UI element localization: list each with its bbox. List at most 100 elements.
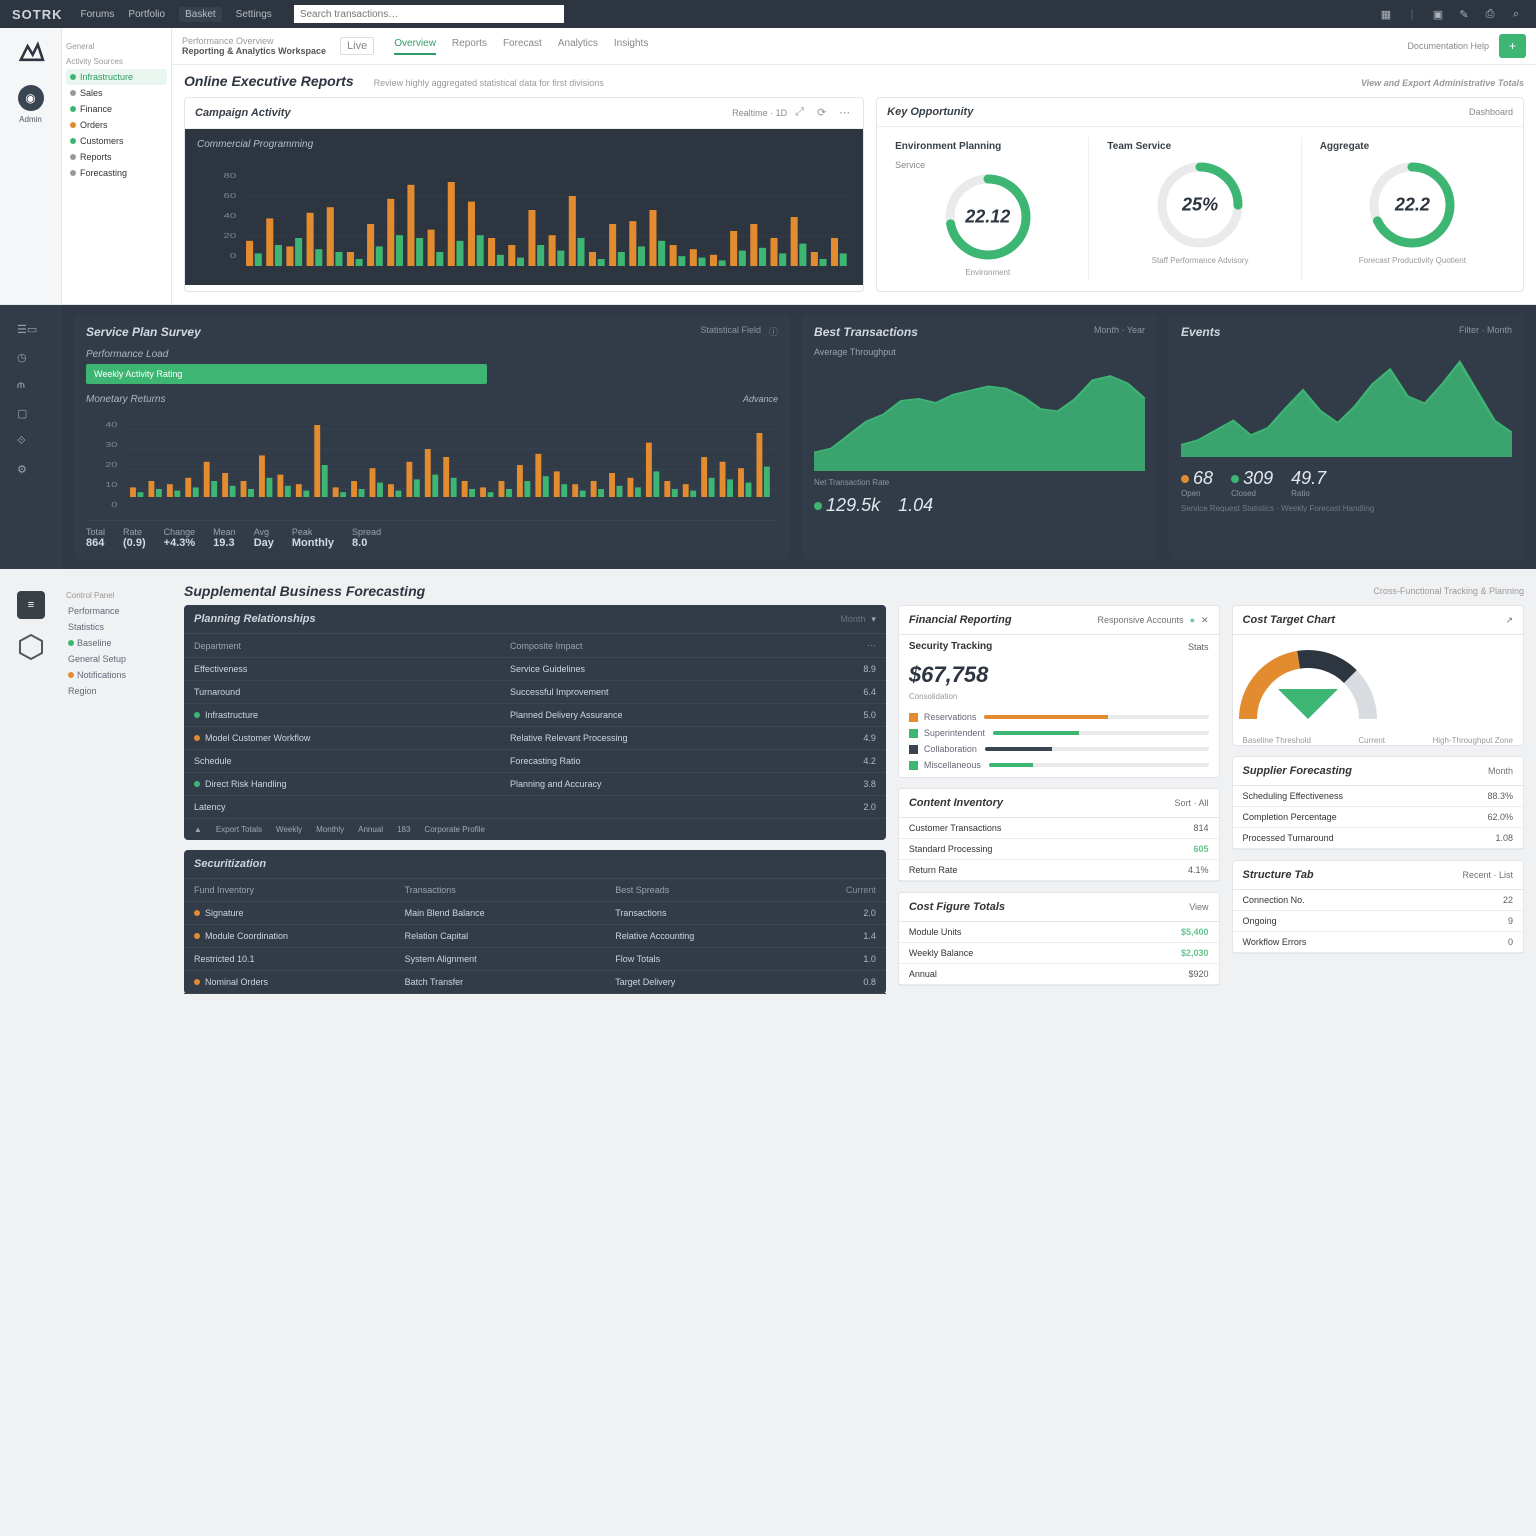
stat-item: PeakMonthly (292, 527, 334, 549)
table-row[interactable]: Latency2.0 (184, 796, 886, 819)
topbar-pill-basket[interactable]: Basket (179, 7, 222, 22)
sec3-sb-item[interactable]: Region (66, 683, 168, 699)
transactions-subtitle: Average Throughput (814, 347, 1145, 357)
ring-col: Aggregate 22.2 Forecast Productivity Quo… (1312, 137, 1513, 281)
folder-icon[interactable]: ▢ (17, 407, 45, 427)
fin-right[interactable]: Responsive Accounts (1098, 615, 1184, 625)
monetary-returns-right[interactable]: Advance (743, 394, 778, 405)
apps-icon[interactable]: ▣ (1430, 6, 1446, 22)
kpi-item: 49.7Ratio (1291, 468, 1326, 498)
service-plan-card: Service Plan Survey Statistical Field ⓘ Pe… (74, 315, 790, 559)
add-button[interactable]: + (1499, 34, 1526, 58)
more-icon[interactable]: ⋯ (839, 106, 853, 120)
fin-note: Consolidation (899, 692, 1219, 705)
table-row[interactable]: Module CoordinationRelation CapitalRelat… (184, 925, 886, 948)
legend-item: Superintendent (909, 725, 1209, 741)
events-title: Events (1181, 325, 1220, 339)
chart-icon[interactable]: ⫙ (17, 379, 45, 399)
table-row[interactable]: Model Customer WorkflowRelative Relevant… (184, 727, 886, 750)
table-row[interactable]: EffectivenessService Guidelines8.9 (184, 658, 886, 681)
sidebar-item-customers[interactable]: Customers (66, 133, 167, 149)
kpi-label: Net Transaction Rate (814, 478, 1145, 487)
dropdown-icon[interactable]: ▾ (871, 614, 876, 625)
gear-icon[interactable]: ⚙ (17, 463, 45, 483)
sec-colh-4: Current (826, 885, 876, 895)
sidebar-item-forecasting[interactable]: Forecasting (66, 165, 167, 181)
service-plan-sub: Performance Load (86, 349, 778, 360)
search-icon[interactable]: ⌕ (1508, 6, 1524, 22)
tab-analytics[interactable]: Analytics (558, 38, 598, 55)
service-plan-right[interactable]: Statistical Field (701, 325, 762, 339)
tab-reports[interactable]: Reports (452, 38, 487, 55)
close-icon[interactable]: ✕ (1201, 615, 1209, 626)
header-help-link[interactable]: Documentation Help (1407, 41, 1489, 51)
refresh-icon[interactable]: ⟳ (817, 106, 831, 120)
grid-icon[interactable]: ▦ (1378, 6, 1394, 22)
sec3-sb-item[interactable]: Notifications (66, 667, 168, 683)
table-row[interactable]: ScheduleForecasting Ratio4.2 (184, 750, 886, 773)
sec3-sb-item[interactable]: Statistics (66, 619, 168, 635)
inv-right[interactable]: Sort · All (1175, 798, 1209, 808)
print-icon[interactable]: ⎙ (1482, 6, 1498, 22)
struct-right[interactable]: Recent · List (1462, 870, 1513, 880)
events-right[interactable]: Filter · Month (1459, 325, 1512, 339)
transactions-right[interactable]: Month · Year (1094, 325, 1145, 339)
service-plan-title: Service Plan Survey (86, 325, 201, 339)
legend-item: Reservations (909, 709, 1209, 725)
edit-icon[interactable]: ✎ (1456, 6, 1472, 22)
sup-right[interactable]: Month (1488, 766, 1513, 776)
content-inventory-card: Content InventorySort · All Customer Tra… (898, 788, 1220, 882)
svg-text:20: 20 (224, 232, 237, 240)
table-row[interactable]: Direct Risk HandlingPlanning and Accurac… (184, 773, 886, 796)
table-row[interactable]: Restricted 10.1System AlignmentFlow Tota… (184, 948, 886, 971)
sec3-title-right: Cross-Functional Tracking & Planning (1373, 586, 1524, 596)
user-icon[interactable]: ● (1190, 615, 1195, 625)
sidebar-item-orders[interactable]: Orders (66, 117, 167, 133)
topbar-pill-settings[interactable]: Settings (236, 9, 272, 20)
more-icon[interactable]: ⋯ (826, 640, 876, 651)
planning-chip[interactable]: Month (840, 614, 865, 624)
svg-text:20: 20 (105, 461, 117, 469)
user-avatar[interactable]: ◉ (18, 85, 44, 111)
sidebar-item-infrastructure[interactable]: Infrastructure (66, 69, 167, 85)
ring-col: Environment PlanningService 22.12 Enviro… (887, 137, 1089, 281)
tab-insights[interactable]: Insights (614, 38, 648, 55)
topbar-link-portfolio[interactable]: Portfolio (128, 9, 165, 20)
menu-icon[interactable]: ≡ (17, 591, 45, 619)
sidebar-item-finance[interactable]: Finance (66, 101, 167, 117)
clock-icon[interactable]: ◷ (17, 351, 45, 371)
planning-colh-2: Composite Impact (510, 641, 826, 651)
info-icon[interactable]: ⓘ (769, 325, 778, 339)
tab-overview[interactable]: Overview (394, 38, 436, 55)
inv-title: Content Inventory (909, 797, 1003, 809)
tab-forecast[interactable]: Forecast (503, 38, 542, 55)
sec3-sb-item[interactable]: Baseline (66, 635, 168, 651)
rings-right[interactable]: Dashboard (1469, 107, 1513, 117)
table-row[interactable]: TurnaroundSuccessful Improvement6.4 (184, 681, 886, 704)
topbar-link-forums[interactable]: Forums (81, 9, 115, 20)
table-row[interactable]: InfrastructurePlanned Delivery Assurance… (184, 704, 886, 727)
sidebar-item-sales[interactable]: Sales (66, 85, 167, 101)
planning-colh-1: Department (194, 641, 510, 651)
table-row[interactable]: Nominal OrdersBatch TransferTarget Deliv… (184, 971, 886, 994)
campaign-chart-chip[interactable]: Realtime · 1D (732, 108, 787, 118)
legend-item: Collaboration (909, 741, 1209, 757)
expand-icon[interactable]: ⤢ (795, 106, 809, 120)
cards-icon[interactable]: ☰▭ (17, 323, 45, 343)
hex-icon[interactable] (17, 633, 45, 661)
global-search-input[interactable] (294, 5, 564, 23)
section-overview: ◉ Admin General Activity Sources Infrast… (0, 28, 1536, 305)
svg-text:40: 40 (105, 421, 117, 429)
sec3-sb-item[interactable]: General Setup (66, 651, 168, 667)
sec3-sb-item[interactable]: Performance (66, 603, 168, 619)
section-forecasting: ≡ Control Panel PerformanceStatisticsBas… (0, 569, 1536, 1006)
sidebar-item-reports[interactable]: Reports (66, 149, 167, 165)
brand-logo[interactable]: SOTRK (12, 7, 63, 22)
cost-right[interactable]: View (1189, 902, 1208, 912)
expand-icon[interactable]: ↗ (1505, 615, 1513, 626)
page-tabs: Overview Reports Forecast Analytics Insights (394, 38, 648, 55)
campaign-chart-card: Campaign Activity Realtime · 1D ⤢ ⟳ ⋯ Co… (184, 97, 864, 292)
table-row[interactable]: SignatureMain Blend BalanceTransactions2… (184, 902, 886, 925)
link-icon[interactable]: ⟐ (17, 435, 45, 455)
dot-icon (70, 154, 76, 160)
